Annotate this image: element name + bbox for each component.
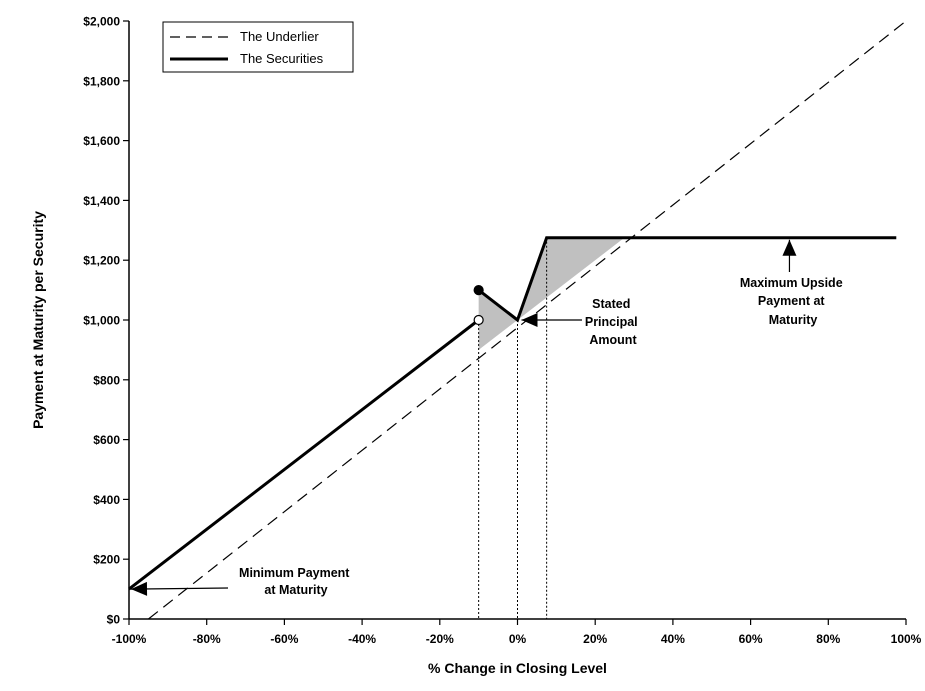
legend-securities-label: The Securities <box>240 51 324 66</box>
arrow-maximum-upside-head <box>782 239 797 256</box>
annotation-maximum-upside-line-3: Maturity <box>769 313 818 327</box>
y-tick-label: $1,200 <box>83 254 120 268</box>
marker-open <box>473 314 484 326</box>
annotation-stated-principal: Stated Principal Amount <box>585 297 641 347</box>
x-tick-label: -60% <box>270 632 298 646</box>
annotation-minimum-payment-line-2: at Maturity <box>264 583 327 597</box>
y-tick-label: $0 <box>107 613 121 627</box>
legend-underlier-label: The Underlier <box>240 29 319 44</box>
y-tick-label: $1,600 <box>83 134 120 148</box>
annotation-stated-principal-line-2: Principal <box>585 315 638 329</box>
shaded-region-1 <box>517 237 625 320</box>
x-tick-label: 0% <box>509 632 527 646</box>
x-tick-label: 80% <box>816 632 840 646</box>
x-tick-label: -100% <box>112 632 147 646</box>
x-tick-label: 60% <box>739 632 763 646</box>
x-tick-label: 20% <box>583 632 607 646</box>
annotation-minimum-payment-line-1: Minimum Payment <box>239 566 350 580</box>
markers <box>473 285 484 326</box>
y-tick-label: $200 <box>93 553 120 567</box>
y-tick-label: $800 <box>93 373 120 387</box>
legend: The Underlier The Securities <box>162 21 354 73</box>
annotation-stated-principal-line-1: Stated <box>592 297 630 311</box>
y-tick-label: $1,400 <box>83 194 120 208</box>
annotation-maximum-upside-line-2: Payment at <box>758 294 826 308</box>
x-tick-label: 40% <box>661 632 685 646</box>
y-axis-title: Payment at Maturity per Security <box>30 211 46 429</box>
x-tick-label: 100% <box>891 632 922 646</box>
y-tick-label: $600 <box>93 433 120 447</box>
arrow-minimum-payment-shaft <box>130 587 229 590</box>
y-tick-label: $1,800 <box>83 74 120 88</box>
x-tick-label: -80% <box>193 632 221 646</box>
x-tick-label: -40% <box>348 632 376 646</box>
shaded-region-0 <box>478 290 518 350</box>
series-securities-segment-1 <box>477 236 897 323</box>
y-tick-label: $2,000 <box>83 15 120 29</box>
x-axis-title: % Change in Closing Level <box>428 660 607 676</box>
series-securities-segment-0 <box>128 318 480 591</box>
arrow-stated-principal-head <box>521 313 538 327</box>
shaded-regions <box>478 237 625 350</box>
x-tick-label: -20% <box>426 632 454 646</box>
arrow-minimum-payment-head <box>131 581 148 596</box>
annotation-minimum-payment: Minimum Payment at Maturity <box>239 566 353 597</box>
y-tick-label: $1,000 <box>83 314 120 328</box>
annotation-maximum-upside: Maximum Upside Payment at Maturity <box>740 276 846 327</box>
y-tick-label: $400 <box>93 493 120 507</box>
annotation-stated-principal-line-3: Amount <box>589 333 637 347</box>
marker-filled <box>473 285 484 296</box>
reference-lines <box>478 237 548 619</box>
annotation-maximum-upside-line-1: Maximum Upside <box>740 276 843 290</box>
legend-box <box>162 21 354 73</box>
annotations: Minimum Payment at Maturity Stated Princ… <box>130 239 846 597</box>
axes: $0 $200 $400 $600 $800 $1,000 $1,200 $1,400 $1,6… <box>30 15 922 677</box>
